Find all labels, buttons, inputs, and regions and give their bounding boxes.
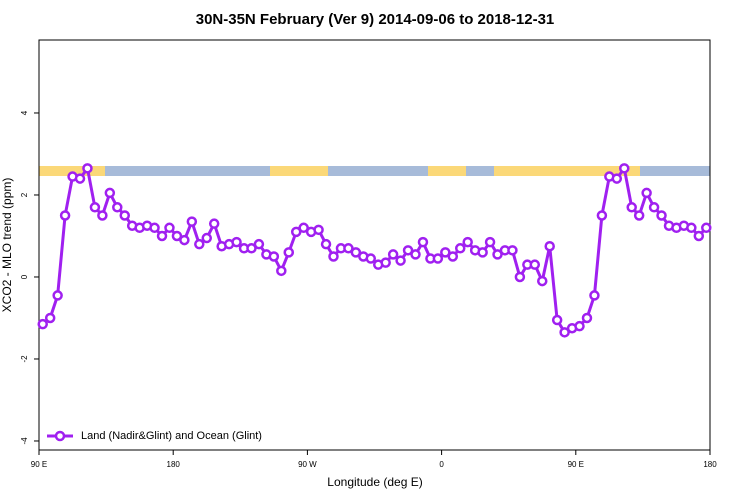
y-tick-label: 2: [20, 192, 29, 197]
data-point: [462, 236, 473, 248]
data-point: [589, 290, 600, 301]
chart-title: 30N-35N February (Ver 9) 2014-09-06 to 2…: [196, 11, 555, 28]
x-axis-label: Longitude (deg E): [327, 475, 422, 489]
data-point: [432, 253, 444, 264]
data-point: [693, 230, 705, 242]
data-point: [82, 163, 93, 174]
data-point: [171, 230, 183, 242]
data-point: [208, 218, 220, 229]
x-tick-label: 90 W: [298, 460, 317, 469]
data-point: [231, 236, 242, 248]
y-tick-label: 4: [20, 110, 29, 115]
data-point: [551, 314, 563, 326]
data-point: [574, 320, 585, 332]
data-point: [320, 238, 332, 250]
data-point: [633, 210, 645, 221]
data-point: [298, 222, 309, 234]
data-point: [328, 251, 339, 262]
data-point: [641, 187, 652, 199]
data-point: [581, 312, 593, 324]
data-point: [104, 187, 116, 199]
data-point: [477, 247, 488, 258]
data-point: [149, 222, 160, 234]
data-point: [596, 210, 608, 221]
data-point: [97, 210, 108, 221]
data-point: [186, 216, 198, 227]
legend-label: Land (Nadir&Glint) and Ocean (Glint): [81, 430, 262, 442]
data-point: [395, 255, 406, 266]
data-point: [686, 222, 697, 234]
data-point: [454, 243, 466, 254]
data-point: [164, 222, 175, 234]
data-point: [656, 210, 667, 221]
data-point: [619, 163, 630, 174]
data-point: [276, 265, 287, 277]
x-tick-label: 0: [439, 460, 444, 469]
data-point: [701, 222, 712, 234]
data-line: [41, 164, 708, 335]
data-point: [59, 210, 71, 221]
data-point: [343, 243, 354, 254]
data-point: [156, 230, 168, 242]
data-point: [194, 238, 205, 250]
data-point: [119, 210, 130, 221]
data-point: [648, 202, 660, 213]
data-point: [246, 243, 257, 254]
data-point: [44, 312, 56, 324]
y-tick-label: 0: [20, 274, 29, 279]
data-point: [89, 202, 101, 213]
y-tick-label: -4: [20, 437, 29, 445]
data-point: [492, 249, 503, 260]
data-point: [440, 247, 451, 258]
data-point: [484, 236, 496, 248]
data-point: [179, 234, 190, 246]
data-point: [380, 257, 391, 268]
x-tick-label: 90 E: [31, 460, 47, 469]
data-point: [417, 236, 429, 248]
data-point: [268, 251, 280, 262]
data-point: [410, 249, 421, 260]
data-point: [447, 251, 459, 262]
data-point: [507, 245, 518, 256]
data-point: [253, 238, 265, 250]
y-tick-label: -2: [20, 355, 29, 363]
data-point: [283, 247, 295, 258]
plot-frame: [38, 39, 711, 451]
data-point: [74, 173, 86, 184]
data-point: [559, 327, 570, 338]
data-point: [52, 290, 63, 301]
y-axis-label: XCO2 - MLO trend (ppm): [0, 178, 14, 313]
data-point: [313, 224, 324, 236]
data-point: [365, 253, 377, 264]
data-point: [611, 173, 623, 184]
x-tick-label: 180: [703, 460, 717, 469]
data-point: [537, 275, 548, 287]
data-point: [514, 271, 526, 283]
data-point: [112, 202, 123, 213]
data-point: [350, 247, 362, 258]
data-point: [529, 259, 541, 270]
data-point: [402, 245, 414, 256]
data-point: [544, 240, 555, 252]
x-tick-label: 90 E: [568, 460, 584, 469]
data-point: [626, 202, 637, 213]
x-tick-label: 180: [167, 460, 181, 469]
data-point: [201, 232, 212, 244]
data-point: [387, 249, 399, 260]
land-mask-strip: [39, 166, 710, 176]
data-point: [290, 226, 302, 238]
data-point: [37, 318, 48, 330]
legend-marker: [54, 430, 66, 442]
